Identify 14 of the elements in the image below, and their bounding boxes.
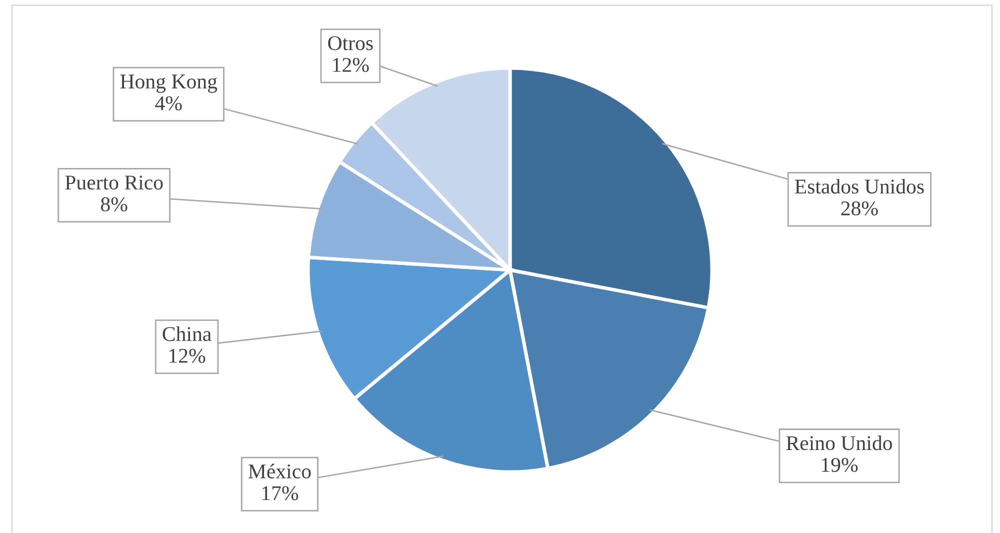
data-label: 12% <box>333 58 369 72</box>
slice-label: Puerto Rico <box>65 176 163 190</box>
data-label: 8% <box>100 197 128 212</box>
slice-label: Reino Unido <box>786 436 892 450</box>
slice-label: Hong Kong <box>120 74 218 93</box>
data-label: 12% <box>170 348 206 363</box>
data-label: 4% <box>155 96 182 110</box>
slice-label: México <box>248 464 311 478</box>
slice-label: Estados Unidos <box>794 178 924 194</box>
data-label: 17% <box>262 486 298 500</box>
data-label: 28% <box>841 201 878 216</box>
slice-label: China <box>162 326 212 342</box>
slice-label: Otros <box>328 36 373 50</box>
data-label: 19% <box>822 458 858 472</box>
